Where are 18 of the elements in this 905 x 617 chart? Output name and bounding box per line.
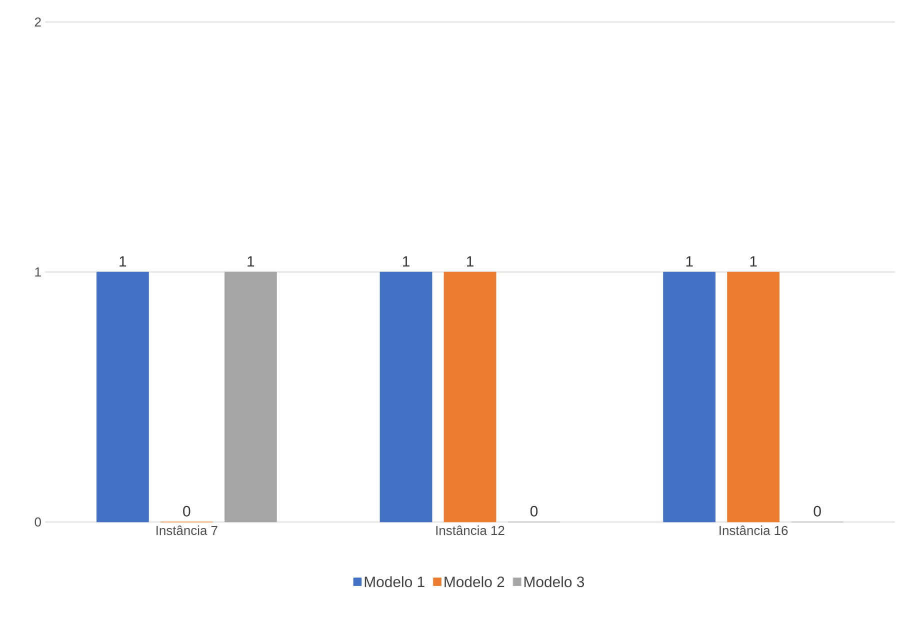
data-label: 1 [466,256,474,266]
x-tick-label: Instância 7 [156,526,218,536]
data-label: 0 [814,506,821,516]
data-label: 0 [530,506,538,516]
data-label: 1 [686,256,693,266]
legend-label: Modelo 3 [524,576,584,588]
legend-label: Modelo 1 [364,576,424,588]
y-tick-label: 1 [35,268,41,276]
legend-label: Modelo 2 [444,576,504,588]
data-label: 1 [120,256,126,266]
data-label: 1 [402,256,410,266]
y-tick-label: 0 [34,517,41,527]
data-label: 1 [750,256,757,266]
data-label: 0 [183,506,190,516]
x-tick-label: Instância 16 [720,526,788,536]
y-tick-label: 2 [34,17,41,27]
data-label: 1 [248,256,254,266]
x-tick-label: Instância 12 [436,526,504,536]
